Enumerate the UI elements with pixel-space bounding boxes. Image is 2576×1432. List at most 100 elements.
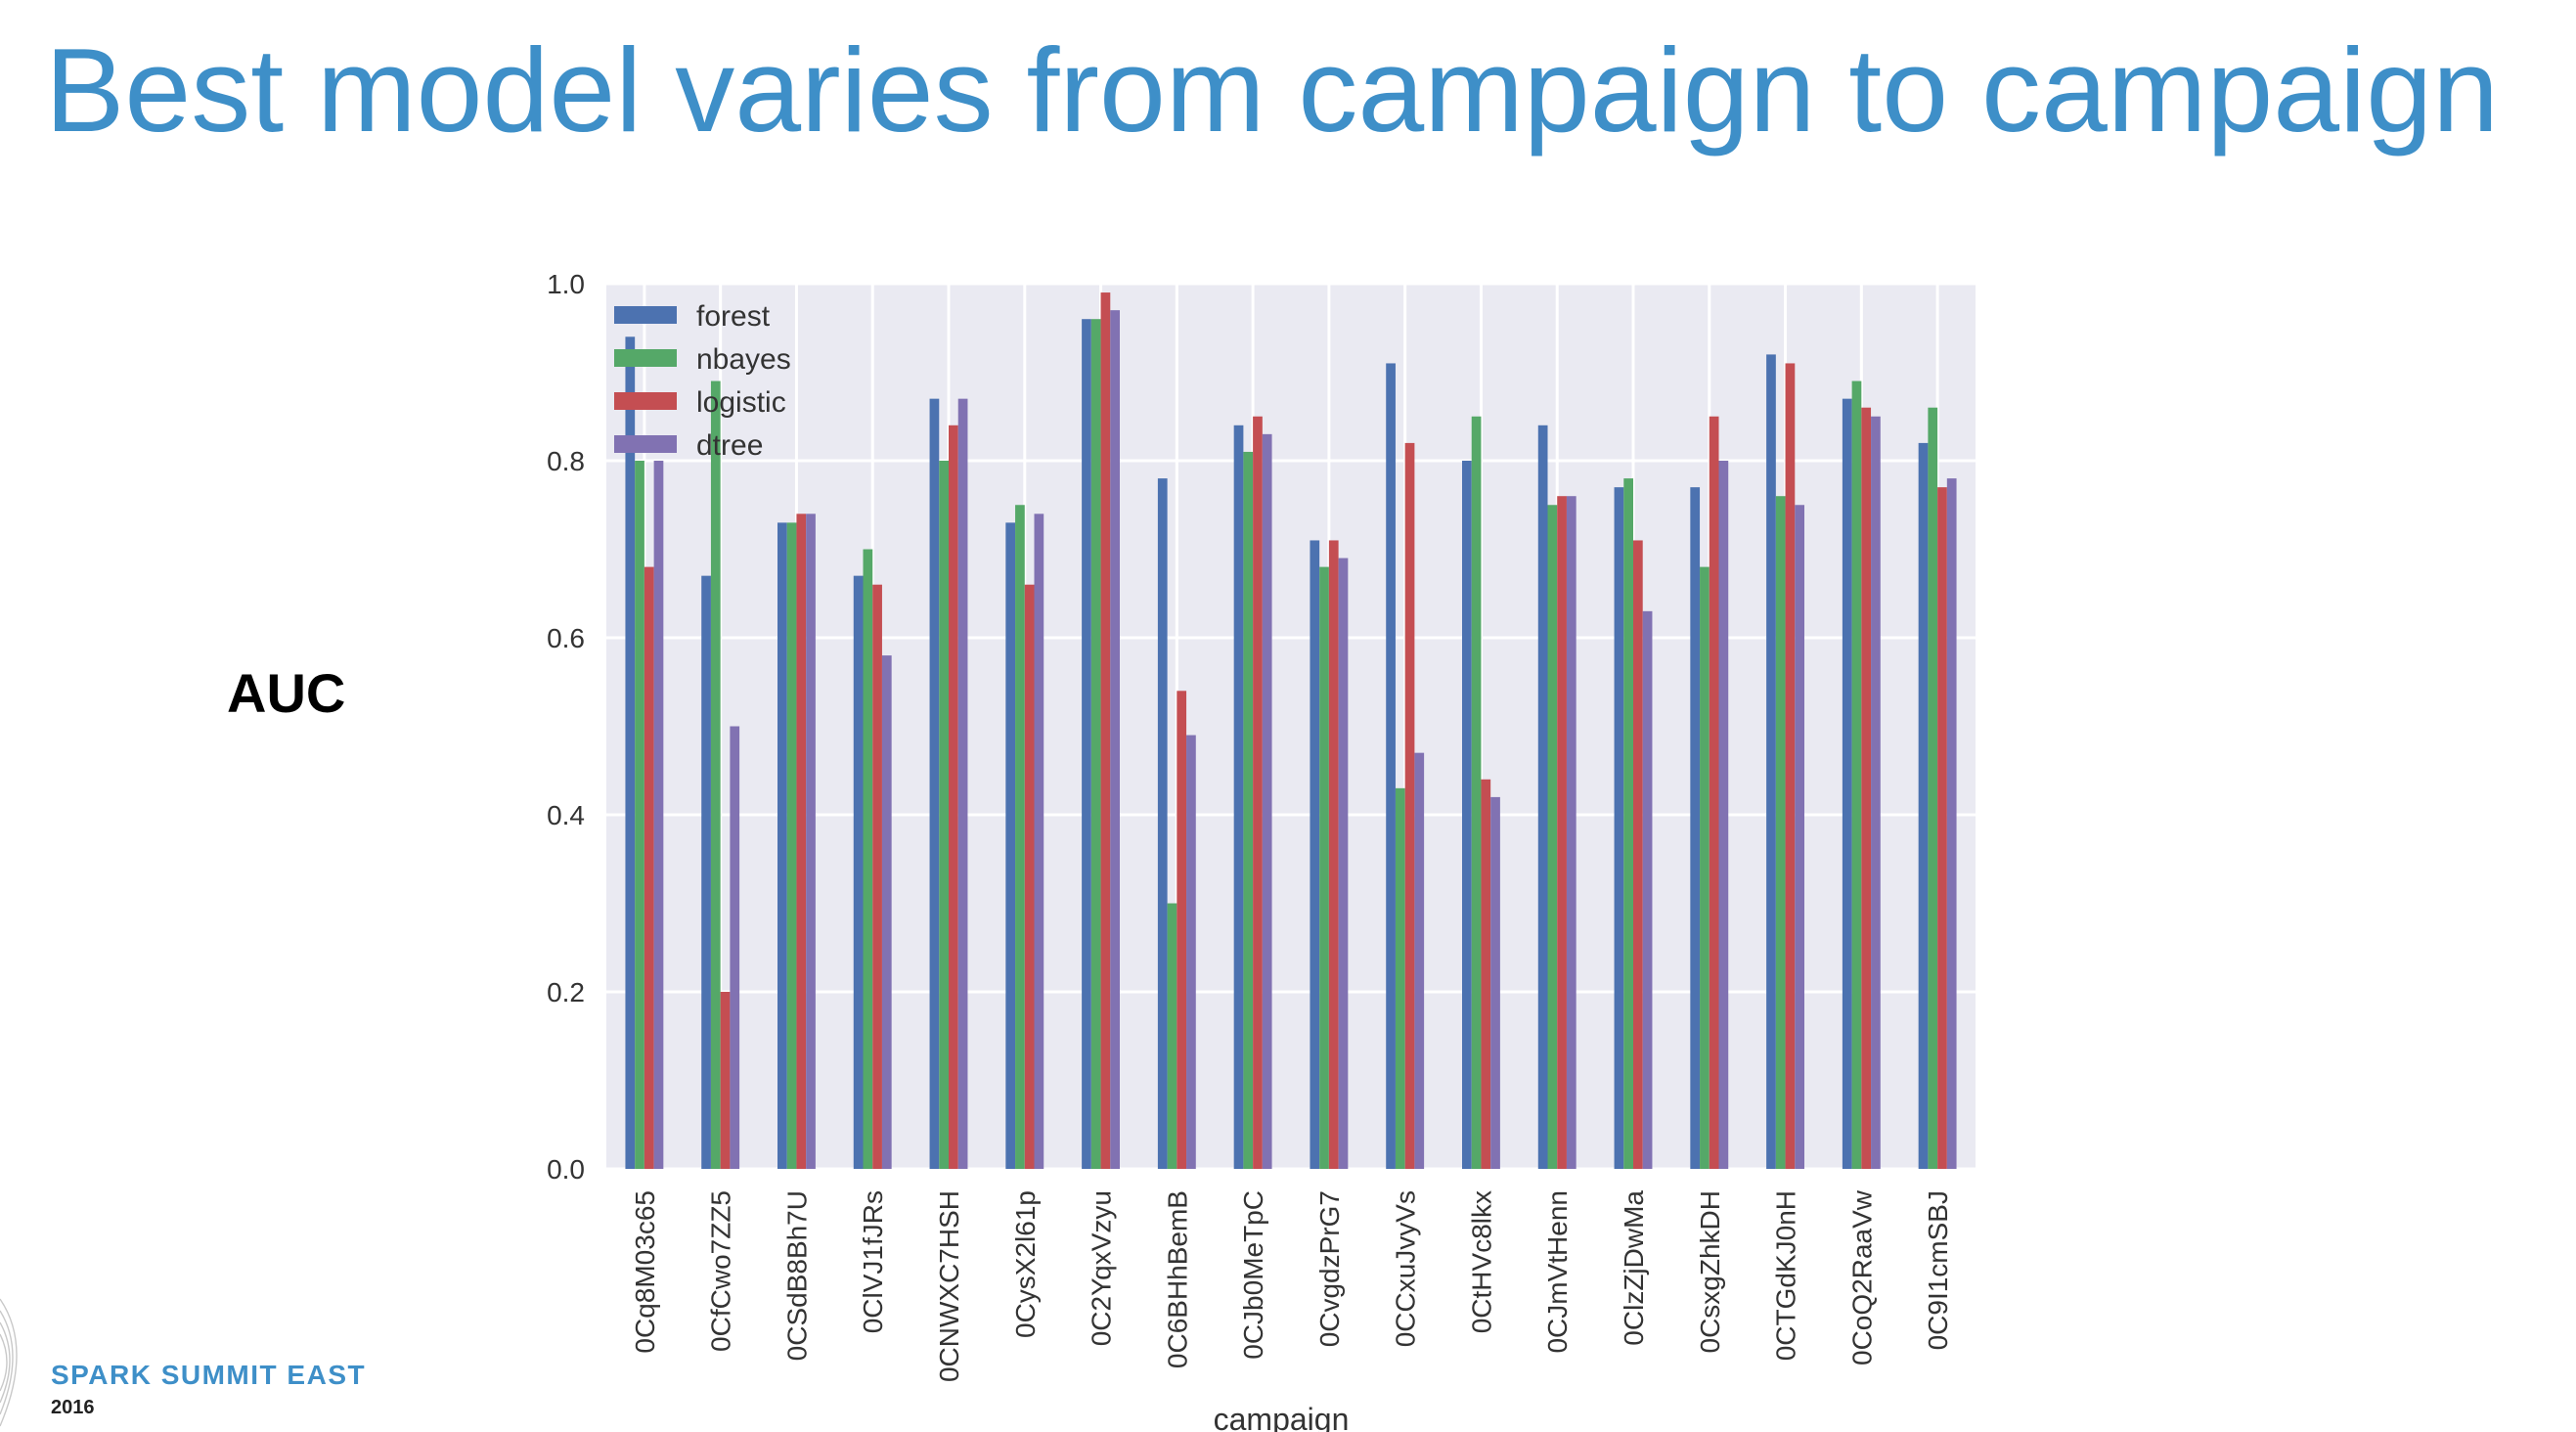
bar-forest [1082, 319, 1091, 1169]
x-tick-label: 0CSdB8Bh7U [781, 1190, 812, 1361]
bar-dtree [1262, 433, 1272, 1170]
bar-dtree [1414, 752, 1425, 1169]
y-tick-label: 0.2 [547, 977, 585, 1007]
bar-dtree [1566, 496, 1577, 1169]
x-tick-label: 0CsxgZhkDH [1695, 1190, 1725, 1353]
legend-label-dtree: dtree [696, 429, 763, 462]
bar-nbayes [786, 522, 797, 1169]
auc-axis-label: AUC [227, 662, 346, 724]
x-axis-label: campaign [1214, 1402, 1350, 1432]
legend-label-forest: forest [696, 300, 771, 333]
bar-logistic [1024, 584, 1035, 1169]
bar-forest [1462, 461, 1472, 1169]
spark-arc-icon [0, 1298, 18, 1427]
y-tick-label: 0.4 [547, 800, 585, 830]
bar-nbayes [1775, 496, 1786, 1169]
bar-logistic [1937, 487, 1947, 1169]
legend-swatch-dtree [614, 435, 677, 453]
bar-logistic [872, 584, 882, 1169]
bar-forest [1386, 363, 1396, 1169]
bar-logistic [1328, 540, 1339, 1169]
bar-dtree [1186, 735, 1196, 1169]
x-tick-label: 0CoQ2RaaVw [1846, 1189, 1877, 1365]
bar-nbayes [1167, 903, 1177, 1169]
bar-dtree [1490, 796, 1500, 1169]
bar-nbayes [635, 461, 644, 1169]
bar-nbayes [1623, 478, 1633, 1170]
bar-forest [1157, 478, 1168, 1170]
bar-forest [777, 522, 787, 1169]
bar-nbayes [1090, 319, 1101, 1169]
bar-forest [853, 575, 864, 1169]
x-tick-label: 0Cq8M03c65 [630, 1190, 660, 1354]
bar-dtree [1338, 558, 1349, 1169]
bar-forest [701, 575, 711, 1169]
bar-nbayes [1700, 566, 1710, 1169]
bar-nbayes [1243, 451, 1254, 1169]
y-tick-label: 1.0 [547, 269, 585, 299]
bar-forest [1005, 522, 1016, 1169]
x-tick-label: 0CNWXC7HSH [934, 1190, 964, 1382]
bar-dtree [806, 514, 816, 1169]
x-tick-label: 0C2YqxVzyu [1087, 1190, 1117, 1346]
bar-dtree [1110, 310, 1120, 1169]
legend-swatch-nbayes [614, 349, 677, 367]
brand-year: 2016 [51, 1397, 95, 1418]
bar-dtree [1642, 610, 1653, 1169]
x-tick-labels: 0Cq8M03c65 0CfCwo7ZZ5 0CSdB8Bh7U 0ClVJ1fJRs… [630, 1189, 1953, 1382]
x-tick-label: 0CtHVc8lkx [1466, 1190, 1496, 1333]
x-tick-label: 0CvgdzPrG7 [1314, 1190, 1345, 1347]
brand-logo: SPARK SUMMIT EAST 2016 [0, 1289, 411, 1432]
bar-dtree [1946, 478, 1957, 1170]
bar-nbayes [1471, 416, 1482, 1169]
bar-logistic [1861, 407, 1872, 1169]
bar-forest [625, 336, 636, 1169]
y-tick-label: 0.6 [547, 623, 585, 653]
bar-dtree [653, 461, 664, 1169]
brand-name: SPARK SUMMIT EAST [51, 1360, 367, 1390]
bar-forest [1766, 354, 1776, 1169]
x-tick-label: 0CfCwo7ZZ5 [706, 1190, 736, 1352]
bar-dtree [1718, 461, 1729, 1169]
bar-forest [1233, 425, 1244, 1169]
legend-label-nbayes: nbayes [696, 343, 791, 376]
bars [625, 292, 1957, 1170]
bar-nbayes [863, 549, 873, 1169]
bar-dtree [957, 398, 968, 1169]
bar-logistic [720, 992, 731, 1169]
x-tick-label: 0C9I1cmSBJ [1923, 1190, 1953, 1350]
bar-forest [1537, 425, 1548, 1169]
x-tick-label: 0C6BHhBemB [1162, 1190, 1192, 1368]
y-tick-labels: 0.0 0.2 0.4 0.6 0.8 1.0 [547, 269, 585, 1185]
plot-area [606, 284, 1976, 1169]
x-tick-label: 0CJb0MeTpC [1238, 1190, 1268, 1360]
bar-logistic [1253, 416, 1263, 1169]
x-tick-label: 0ClVJ1fJRs [858, 1190, 888, 1333]
bar-logistic [1633, 540, 1643, 1169]
bar-nbayes [939, 461, 949, 1169]
bar-nbayes [710, 380, 721, 1169]
x-tick-label: 0ClzZjDwMa [1619, 1190, 1649, 1346]
bar-forest [1842, 398, 1852, 1169]
x-tick-label: 0CTGdKJ0nH [1771, 1190, 1801, 1361]
legend-label-logistic: logistic [696, 386, 786, 419]
bar-nbayes [1395, 787, 1405, 1169]
x-tick-label: 0CJmVtHenn [1542, 1190, 1573, 1354]
bar-forest [1310, 540, 1320, 1169]
bar-logistic [949, 425, 958, 1169]
bar-dtree [1871, 416, 1881, 1169]
bar-nbayes [1015, 505, 1025, 1169]
bar-forest [1918, 442, 1929, 1169]
bar-logistic [1785, 363, 1796, 1169]
bar-logistic [1100, 292, 1111, 1169]
bar-logistic [1557, 496, 1567, 1169]
bar-nbayes [1319, 566, 1329, 1169]
legend: forest nbayes logistic dtree [614, 300, 791, 462]
bar-dtree [1795, 505, 1804, 1169]
legend-swatch-forest [614, 306, 677, 324]
bar-logistic [1404, 442, 1415, 1169]
x-tick-label: 0CysX2l61p [1010, 1190, 1041, 1338]
bar-logistic [1481, 779, 1491, 1169]
bar-nbayes [1547, 505, 1558, 1169]
